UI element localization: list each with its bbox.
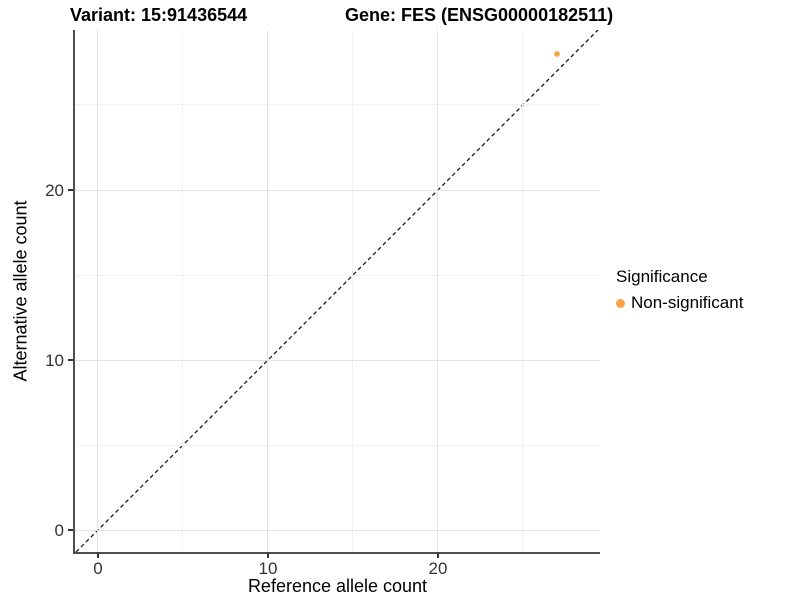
gridline-y-minor — [75, 444, 600, 446]
legend-item-non-significant: Non-significant — [616, 293, 743, 313]
plot-panel — [75, 30, 600, 552]
x-axis-line — [73, 552, 600, 554]
x-axis-tick — [97, 553, 99, 558]
plot-title-variant: Variant: 15:91436544 — [70, 5, 248, 25]
identity-line-layer — [75, 30, 599, 552]
y-tick-label: 0 — [54, 521, 64, 541]
legend-item-label: Non-significant — [631, 293, 744, 312]
x-tick-label: 20 — [428, 559, 448, 578]
y-axis-tick — [68, 529, 73, 531]
data-point — [554, 51, 560, 57]
identity-line — [75, 30, 599, 552]
gridline-y-major — [75, 189, 600, 191]
gridline-x-minor — [522, 30, 524, 552]
plot-title-gene: Gene: FES (ENSG00000182511) — [345, 5, 614, 25]
gridline-x-minor — [182, 30, 184, 552]
gridline-y-major — [75, 529, 600, 531]
gridline-y-minor — [75, 274, 600, 276]
gridline-x-major — [97, 30, 99, 552]
x-tick-label: 10 — [258, 559, 278, 578]
x-axis-title: Reference allele count — [247, 576, 428, 596]
x-axis-tick — [437, 553, 439, 558]
legend-point-icon — [616, 298, 625, 308]
y-axis-tick — [68, 359, 73, 361]
y-tick-label: 10 — [45, 351, 64, 371]
y-axis-line — [73, 30, 75, 553]
legend: Significance Non-significant — [616, 267, 743, 313]
y-axis-tick — [68, 189, 73, 191]
legend-title: Significance — [616, 267, 708, 286]
gridline-y-minor — [75, 104, 600, 106]
gridline-x-minor — [352, 30, 354, 552]
x-tick-label: 0 — [93, 559, 103, 578]
gridline-x-major — [437, 30, 439, 552]
gridline-x-major — [267, 30, 269, 552]
x-axis-tick — [267, 553, 269, 558]
y-tick-label: 20 — [45, 181, 64, 200]
gridline-y-major — [75, 359, 600, 361]
